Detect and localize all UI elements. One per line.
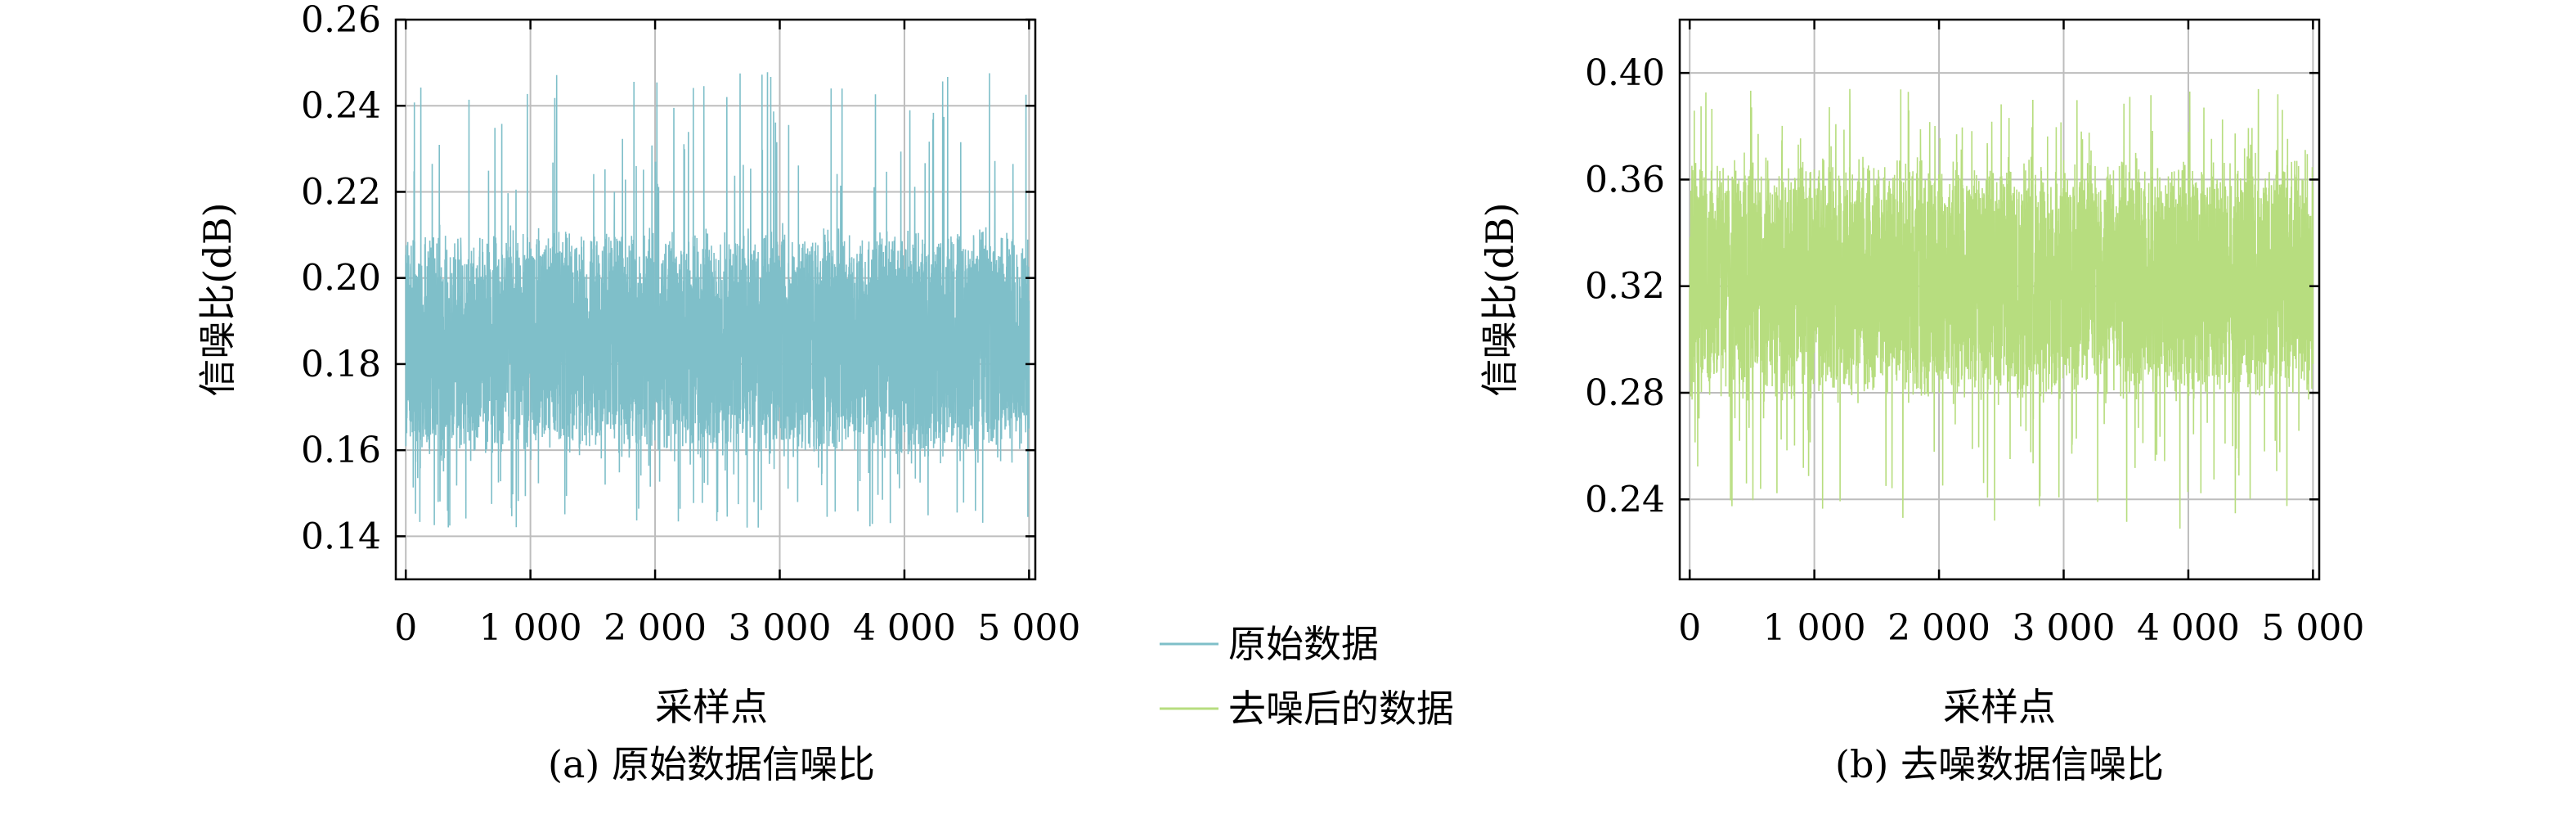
x-tick-label: 1 000 — [1763, 607, 1866, 649]
x-tick-label: 3 000 — [729, 607, 832, 649]
legend-label-0: 原始数据 — [1228, 622, 1379, 666]
x-tick-label: 5 000 — [2261, 607, 2364, 649]
y-tick-label: 0.26 — [301, 0, 381, 41]
y-tick-label: 0.18 — [301, 344, 381, 385]
x-tick-label: 1 000 — [479, 607, 582, 649]
x-tick-label: 4 000 — [2137, 607, 2240, 649]
x-tick-label: 4 000 — [853, 607, 956, 649]
y-tick-label: 0.22 — [301, 171, 381, 213]
y-tick-label: 0.14 — [301, 516, 381, 557]
y-tick-label: 0.20 — [301, 258, 381, 299]
panel-caption: (a) 原始数据信噪比 — [548, 742, 875, 786]
x-tick-label: 2 000 — [1887, 607, 1990, 649]
plot-frame — [1678, 18, 2321, 581]
y-tick-label: 0.28 — [1585, 372, 1665, 414]
y-tick-label: 0.24 — [1585, 479, 1665, 520]
x-tick-label: 0 — [394, 607, 417, 649]
x-axis-label: 采样点 — [1943, 685, 2056, 729]
y-tick-label: 0.40 — [1585, 52, 1665, 94]
y-tick-label: 0.16 — [301, 430, 381, 471]
x-axis-label: 采样点 — [655, 685, 768, 729]
panel-caption: (b) 去噪数据信噪比 — [1835, 742, 2164, 786]
y-axis-label: 信噪比(dB) — [195, 202, 240, 396]
plot-frame — [394, 18, 1037, 581]
y-tick-label: 0.36 — [1585, 159, 1665, 200]
legend-label-1: 去噪后的数据 — [1228, 687, 1454, 731]
y-tick-label: 0.24 — [301, 85, 381, 127]
y-axis-label: 信噪比(dB) — [1478, 202, 1522, 396]
x-tick-label: 3 000 — [2013, 607, 2116, 649]
y-tick-label: 0.32 — [1585, 266, 1665, 308]
x-tick-label: 0 — [1678, 607, 1701, 649]
series-line-0 — [405, 72, 1030, 528]
series-line-0 — [1689, 88, 2314, 529]
chart-panel-1: 0 1 000 2 000 3 000 4 000 5 000 0.24 0.28 0.32 0.… — [1478, 18, 2364, 786]
x-tick-label: 5 000 — [977, 607, 1080, 649]
x-tick-label: 2 000 — [604, 607, 707, 649]
chart-panel-0: 0 1 000 2 000 3 000 4 000 5 000 0.14 0.16 0.18 0.… — [195, 0, 1080, 786]
